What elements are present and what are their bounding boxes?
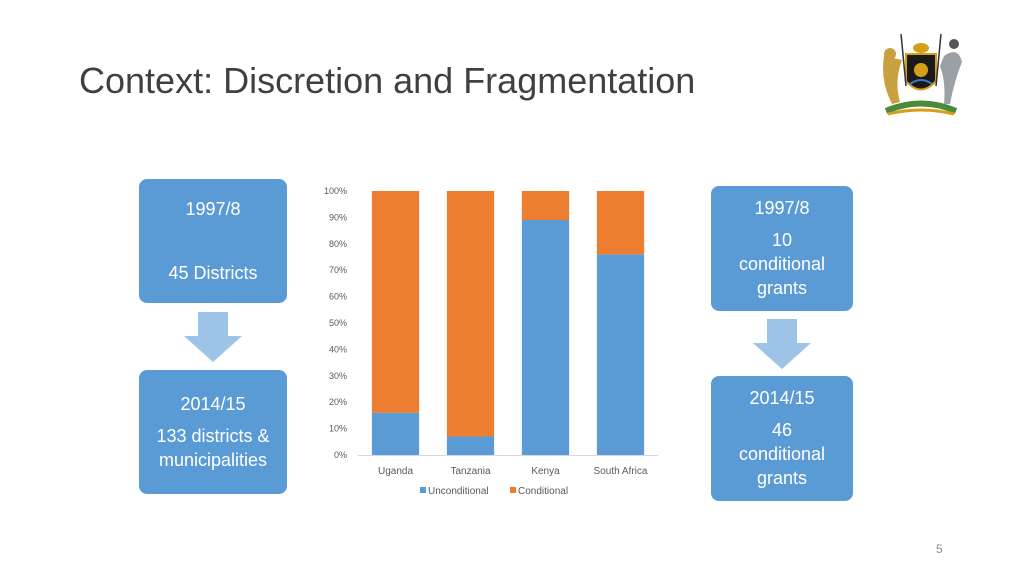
x-tick-label: Tanzania xyxy=(450,466,490,477)
right-bottom-line2: conditional xyxy=(738,444,826,464)
right-top-box: 1997/8 10 conditional grants xyxy=(711,186,853,311)
down-arrow-icon xyxy=(184,312,242,362)
left-top-year: 1997/8 xyxy=(185,199,241,219)
y-tick-label: 80% xyxy=(329,239,347,249)
right-top-line2: conditional xyxy=(738,254,826,274)
left-bottom-line2: municipalities xyxy=(158,450,268,470)
stacked-bar-chart: 0% 10% 20% 30% 40% 50% 60% 70% 80% 90% 100% Uganda… xyxy=(324,186,658,497)
legend-label: Conditional xyxy=(518,486,568,497)
x-tick-label: South Africa xyxy=(594,466,648,477)
bar-conditional-tanzania xyxy=(446,191,495,437)
bar-unconditional-kenya xyxy=(521,220,570,455)
x-tick-label: Kenya xyxy=(531,466,560,477)
bar-conditional-uganda xyxy=(371,191,420,413)
left-bottom-year: 2014/15 xyxy=(180,394,246,414)
y-tick-label: 30% xyxy=(329,371,347,381)
left-top-text: 45 Districts xyxy=(168,263,258,283)
bar-unconditional-tanzania xyxy=(446,436,495,455)
right-top-line1: 10 xyxy=(771,230,793,250)
y-tick-label: 60% xyxy=(329,292,347,302)
x-tick-label: Uganda xyxy=(378,466,413,477)
legend-label: Unconditional xyxy=(428,486,489,497)
right-bottom-line1: 46 xyxy=(771,420,793,440)
y-tick-label: 100% xyxy=(324,186,347,196)
right-top-line3: grants xyxy=(756,278,808,298)
left-top-box: 1997/8 45 Districts xyxy=(139,179,287,303)
y-tick-label: 70% xyxy=(329,265,347,275)
y-tick-label: 10% xyxy=(329,424,347,434)
y-tick-label: 40% xyxy=(329,344,347,354)
down-arrow-icon xyxy=(753,319,811,369)
y-tick-label: 90% xyxy=(329,212,347,222)
legend-swatch xyxy=(420,487,426,493)
page-title: Context: Discretion and Fragmentation xyxy=(79,60,696,101)
left-bottom-box: 2014/15 133 districts & municipalities xyxy=(139,370,287,494)
y-tick-label: 20% xyxy=(329,397,347,407)
bar-conditional-south-africa xyxy=(596,191,645,255)
right-bottom-box: 2014/15 46 conditional grants xyxy=(711,376,853,501)
right-bottom-year: 2014/15 xyxy=(749,388,815,408)
bar-unconditional-south-africa xyxy=(596,254,645,455)
y-tick-label: 50% xyxy=(329,318,347,328)
right-bottom-line3: grants xyxy=(756,468,808,488)
page-number: 5 xyxy=(936,542,943,556)
right-top-year: 1997/8 xyxy=(754,198,810,218)
coat-of-arms-emblem xyxy=(883,33,962,116)
y-tick-label: 0% xyxy=(334,450,347,460)
bar-unconditional-uganda xyxy=(371,412,420,455)
legend-swatch xyxy=(510,487,516,493)
bar-conditional-kenya xyxy=(521,191,570,221)
left-bottom-line1: 133 districts & xyxy=(156,426,270,446)
